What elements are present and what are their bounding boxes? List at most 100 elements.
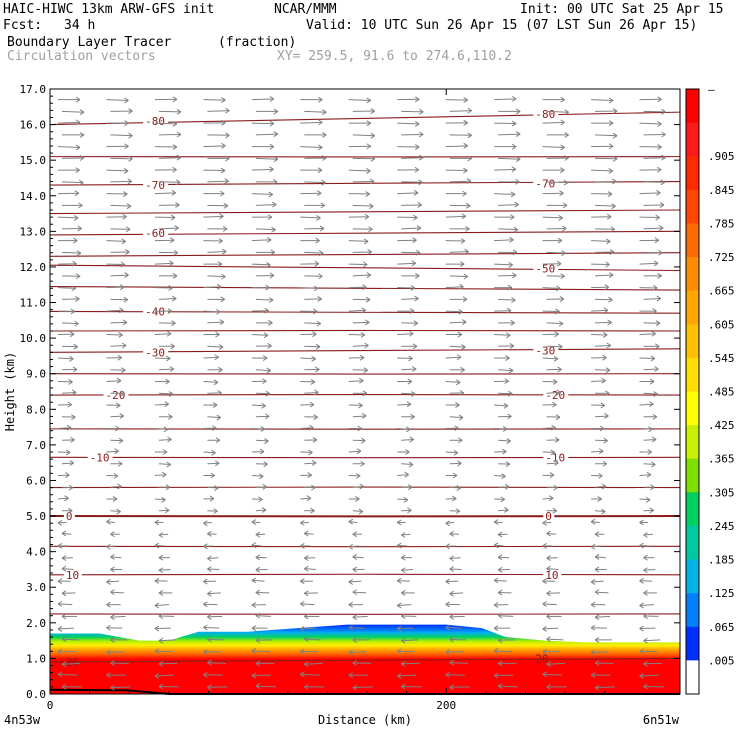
wind-vector [494, 496, 505, 503]
wind-vector [207, 248, 227, 255]
wind-vector [154, 449, 168, 455]
wind-vector [401, 131, 424, 138]
wind-vector [595, 178, 617, 185]
y-tick-label: 17.0 [20, 83, 47, 96]
wind-vector [207, 319, 225, 325]
wind-vector [595, 132, 618, 139]
wind-vector [352, 553, 364, 560]
wind-vector [546, 389, 562, 396]
wind-vector [396, 648, 415, 655]
wind-vector [57, 600, 73, 607]
wind-vector [61, 683, 82, 690]
wind-vector [203, 624, 220, 631]
wind-vector [591, 143, 614, 150]
wind-vector [106, 354, 123, 361]
wind-vector [400, 613, 417, 619]
wind-vector [207, 659, 226, 666]
wind-vector [445, 142, 468, 149]
wind-vector [348, 624, 365, 631]
wind-vector [251, 448, 265, 455]
wind-vector [110, 460, 123, 467]
wind-vector [62, 202, 83, 209]
isotherm-label: -70 [145, 179, 165, 192]
wind-vector [639, 166, 662, 173]
isotherm-label: -10 [90, 451, 110, 464]
wind-vector [203, 142, 226, 149]
wind-vector [546, 320, 564, 327]
wind-vector [397, 378, 413, 385]
wind-vector [595, 460, 608, 467]
wind-vector [57, 626, 74, 632]
wind-vector [110, 178, 132, 185]
isotherm-line [49, 329, 681, 332]
wind-vector [352, 203, 374, 210]
wind-vector [57, 401, 73, 408]
isotherm-line [49, 209, 681, 215]
wind-vector [497, 612, 514, 619]
wind-vector [300, 424, 314, 431]
wind-vector [639, 496, 651, 503]
wind-vector [591, 377, 606, 384]
wind-vector [639, 519, 648, 526]
wind-vector [542, 119, 565, 126]
colorbar-swatch [686, 458, 699, 493]
wind-vector [58, 96, 81, 103]
wind-vector [591, 402, 606, 409]
wind-vector [255, 589, 270, 596]
wind-vector [445, 308, 463, 315]
wind-vector [643, 436, 657, 443]
wind-vector [207, 389, 222, 396]
wind-vector [348, 143, 372, 150]
isotherm-line [49, 264, 681, 272]
wind-vector [207, 485, 219, 491]
wind-vector [203, 671, 223, 678]
wind-vector [643, 154, 666, 161]
wind-vector [494, 378, 509, 385]
wind-vector [546, 202, 568, 209]
wind-vector [110, 203, 132, 210]
wind-vector [352, 367, 368, 374]
isotherm-line [49, 252, 681, 257]
wind-vector [591, 425, 605, 432]
isotherm-line [49, 486, 681, 489]
wind-vector [154, 237, 175, 244]
wind-vector [595, 203, 616, 210]
wind-vector [401, 225, 422, 231]
wind-vector [251, 261, 271, 268]
wind-vector [304, 530, 314, 537]
isotherm-label: -30 [535, 345, 555, 358]
colorbar-swatch [686, 257, 699, 292]
wind-vector [639, 378, 655, 385]
wind-vector [110, 249, 130, 255]
wind-vector [300, 355, 316, 362]
wind-vector [494, 261, 513, 268]
wind-vector [203, 354, 219, 361]
temperature-contours: -80 -80 -70 -70 -60 -50 -40 -30 -30 -20 -20 -10 -10 0… [49, 107, 681, 669]
wind-vector [546, 484, 558, 491]
wind-vector [494, 236, 514, 243]
wind-vector [154, 401, 169, 408]
wind-vector [300, 96, 323, 103]
wind-vector [158, 295, 177, 302]
wind-vector [251, 647, 270, 654]
wind-vector [542, 379, 558, 385]
wind-vector [158, 343, 175, 350]
isotherm-label-bg [533, 344, 559, 356]
wind-vector [57, 379, 73, 385]
wind-vector [304, 250, 324, 257]
wind-vector [397, 144, 420, 150]
wind-vector [251, 191, 273, 198]
wind-vector [158, 461, 171, 468]
wind-vector [61, 320, 79, 327]
wind-vector [639, 285, 658, 291]
wind-vector [251, 284, 270, 291]
wind-vector [397, 189, 419, 196]
wind-vector [546, 109, 569, 116]
wind-vector [498, 506, 509, 513]
wind-vector [207, 225, 228, 232]
wind-vector [154, 330, 172, 337]
wind-vector [546, 683, 567, 690]
wind-vector [255, 390, 271, 397]
wind-vector [591, 284, 610, 291]
isotherm-label: -60 [145, 227, 165, 240]
